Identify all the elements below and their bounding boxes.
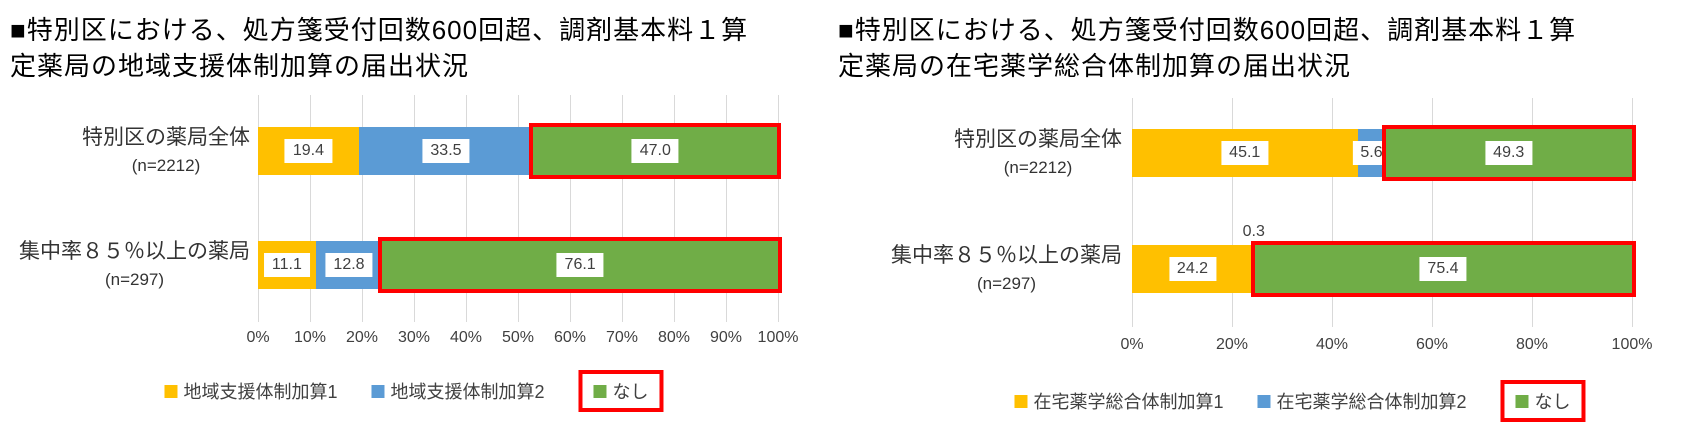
category-name: 集中率８５％以上の薬局 (891, 244, 1122, 267)
legend-item: 地域支援体制加算1 (164, 378, 338, 404)
legend-item: 在宅薬学総合体制加算2 (1257, 388, 1467, 414)
highlight-box (529, 123, 782, 179)
legend-swatch-icon (593, 384, 607, 398)
gridline (309, 95, 311, 322)
highlight-box (1250, 241, 1636, 297)
data-label: 47.0 (631, 139, 679, 163)
category-name: 特別区の薬局全体 (954, 128, 1122, 151)
legend-item: なし (578, 370, 664, 412)
data-label: 33.5 (422, 139, 470, 163)
axis-tick-label: 90% (709, 329, 743, 346)
chart-title-right: ■特別区における、処方箋受付回数600回超、調剤基本料１算定薬局の在宅薬学総合体… (838, 15, 1577, 81)
gridline (673, 95, 675, 322)
gridline (569, 95, 571, 322)
data-label: 0.3 (1242, 223, 1265, 240)
data-label: 75.4 (1419, 257, 1467, 281)
gridline (465, 95, 467, 322)
legend-item: 地域支援体制加算2 (371, 378, 545, 404)
gridline (361, 95, 363, 322)
legend-label: 地域支援体制加算1 (183, 382, 338, 402)
axis-tick-label: 0% (246, 329, 270, 346)
gridline (1231, 98, 1233, 327)
axis-tick-label: 40% (449, 329, 483, 346)
category-label: 特別区の薬局全体 (n=2212) (8, 124, 250, 179)
highlight-box (378, 237, 782, 293)
gridline (1531, 98, 1533, 327)
legend: 地域支援体制加算1 地域支援体制加算2 なし (164, 370, 664, 412)
category-label-inner: 特別区の薬局全体 (n=2212) (954, 126, 1122, 181)
axis-tick-label: 100% (1611, 336, 1653, 353)
legend-label: 地域支援体制加算2 (390, 382, 545, 402)
category-n-count: (n=297) (104, 270, 165, 289)
gridline (621, 95, 623, 322)
gridline (517, 95, 519, 322)
gridline (1631, 98, 1633, 327)
axis-tick-label: 20% (1215, 336, 1249, 353)
axis-tick-label: 10% (293, 329, 327, 346)
highlight-box (1381, 125, 1636, 181)
category-label-inner: 集中率８５％以上の薬局 (n=297) (19, 238, 250, 293)
data-label: 24.2 (1168, 257, 1217, 281)
data-label: 12.8 (325, 253, 373, 277)
legend-swatch-icon (164, 384, 178, 398)
data-label: 19.4 (284, 139, 333, 163)
category-label-inner: 特別区の薬局全体 (n=2212) (82, 124, 250, 179)
gridline (725, 95, 727, 322)
legend-item: なし (1500, 380, 1586, 422)
legend-swatch-icon (1515, 394, 1529, 408)
data-label: 45.1 (1221, 141, 1269, 165)
category-label: 集中率８５％以上の薬局 (n=297) (872, 242, 1122, 297)
axis-tick-label: 40% (1315, 336, 1349, 353)
axis-tick-label: 30% (397, 329, 431, 346)
axis-tick-label: 60% (553, 329, 587, 346)
gridline (1131, 98, 1133, 327)
legend-swatch-icon (1257, 394, 1271, 408)
gridline (777, 95, 779, 322)
gridline (1431, 98, 1433, 327)
axis-tick-label: 60% (1415, 336, 1449, 353)
axis-tick-label: 80% (1515, 336, 1549, 353)
legend-item: 在宅薬学総合体制加算1 (1014, 388, 1224, 414)
chart-title-left: ■特別区における、処方箋受付回数600回超、調剤基本料１算定薬局の地域支援体制加… (10, 15, 749, 81)
data-label: 11.1 (263, 253, 310, 277)
category-n-count: (n=2212) (1003, 158, 1073, 177)
legend-label: なし (612, 382, 649, 402)
legend-swatch-icon (1014, 394, 1028, 408)
axis-tick-label: 0% (1120, 336, 1144, 353)
gridline (413, 95, 415, 322)
category-n-count: (n=297) (976, 274, 1037, 293)
category-n-count: (n=2212) (131, 156, 201, 175)
legend-swatch-icon (371, 384, 385, 398)
category-label: 特別区の薬局全体 (n=2212) (872, 126, 1122, 181)
category-label-inner: 集中率８５％以上の薬局 (n=297) (891, 242, 1122, 297)
axis-tick-label: 50% (501, 329, 535, 346)
legend-label: なし (1534, 392, 1571, 412)
category-name: 集中率８５％以上の薬局 (19, 240, 250, 263)
category-label: 集中率８５％以上の薬局 (n=297) (8, 238, 250, 293)
axis-tick-label: 100% (757, 329, 799, 346)
gridline (1331, 98, 1333, 327)
legend-label: 在宅薬学総合体制加算1 (1033, 392, 1224, 412)
data-label: 49.3 (1485, 141, 1533, 165)
gridline (257, 95, 259, 322)
category-name: 特別区の薬局全体 (82, 126, 250, 149)
axis-tick-label: 80% (657, 329, 691, 346)
legend: 在宅薬学総合体制加算1 在宅薬学総合体制加算2 なし (1014, 380, 1586, 422)
legend-label: 在宅薬学総合体制加算2 (1276, 392, 1467, 412)
axis-tick-label: 20% (345, 329, 379, 346)
data-label: 76.1 (556, 253, 604, 277)
axis-tick-label: 70% (605, 329, 639, 346)
